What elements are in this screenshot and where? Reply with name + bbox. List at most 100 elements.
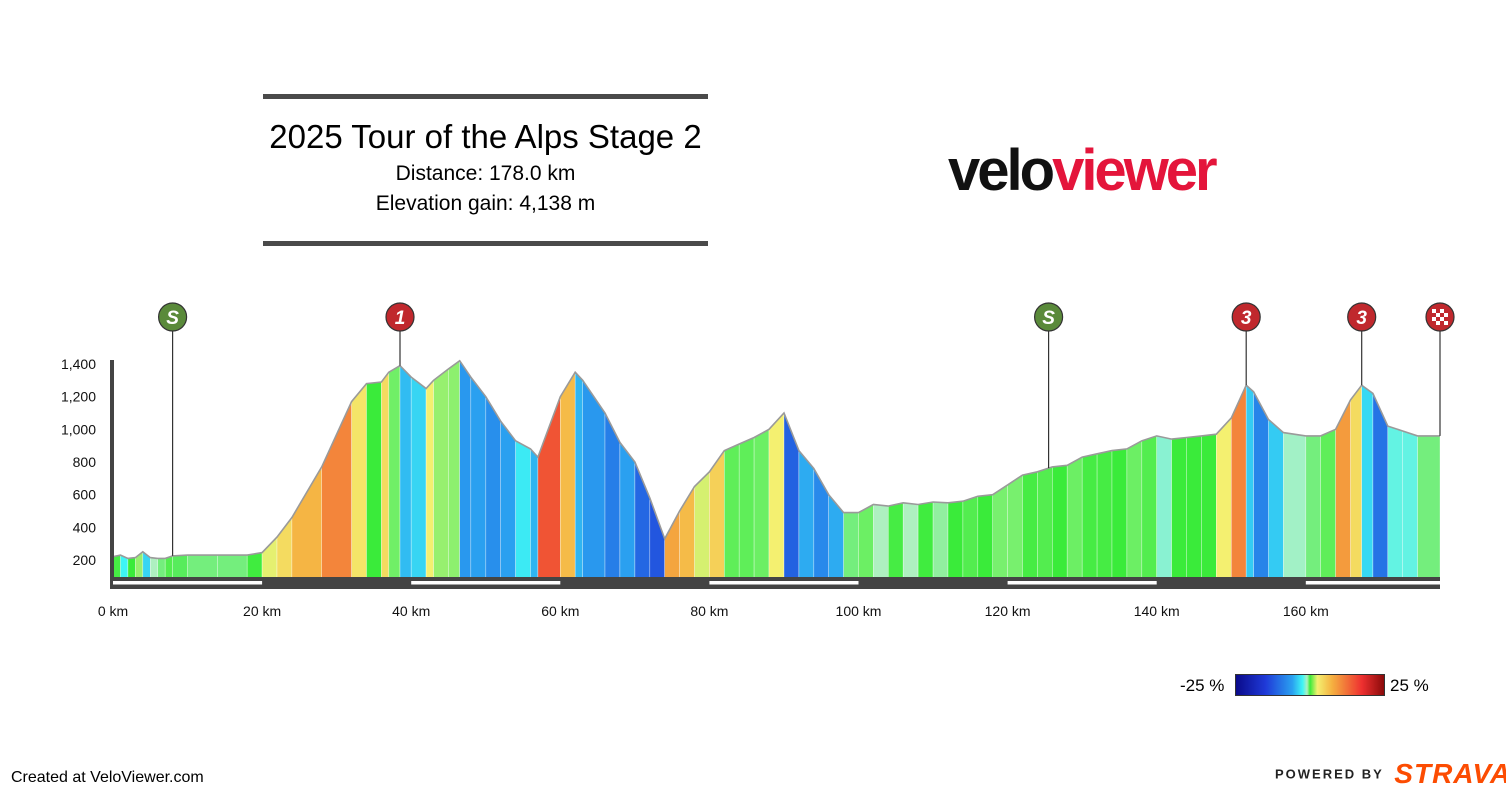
- profile-segment: [172, 554, 188, 579]
- distance-bar-stripe: [1305, 581, 1440, 585]
- profile-segment: [1081, 453, 1098, 579]
- profile-segment: [459, 359, 472, 579]
- profile-segment: [828, 493, 844, 579]
- profile-segment: [813, 467, 830, 579]
- sprint-marker: [1033, 302, 1064, 332]
- profile-segment: [388, 365, 401, 579]
- profile-segment: [399, 364, 412, 579]
- profile-segment: [425, 379, 434, 579]
- distance-bar-stripe: [709, 581, 859, 585]
- title-rule-top: [263, 94, 708, 99]
- x-tick-label: 120 km: [985, 603, 1031, 619]
- legend-min-label: -25 %: [1180, 676, 1225, 695]
- profile-segment: [843, 512, 859, 579]
- profile-segment: [1156, 435, 1172, 579]
- profile-segment: [150, 557, 158, 579]
- profile-segment: [902, 502, 919, 579]
- marker-label: S: [166, 308, 179, 329]
- profile-segment: [164, 555, 173, 579]
- marker-label: 3: [1356, 308, 1367, 329]
- x-tick-label: 40 km: [392, 603, 430, 619]
- profile-segment: [112, 554, 121, 579]
- profile-segment: [1216, 417, 1232, 579]
- profile-segment: [649, 497, 666, 579]
- profile-segment: [1268, 418, 1284, 579]
- profile-segment: [1305, 435, 1321, 579]
- profile-segment: [947, 500, 964, 579]
- profile-segment: [932, 501, 949, 579]
- profile-segment: [753, 428, 770, 579]
- finish-flag-square: [1436, 321, 1440, 325]
- kom-marker: [1347, 302, 1377, 332]
- elevation-profile-chart: 200 400 600 800 1,000 1,200 1,400 0 km 20 km 40 k…: [61, 302, 1455, 619]
- finish-flag-square: [1444, 313, 1448, 317]
- marker-label: S: [1042, 308, 1055, 329]
- marker-label: 3: [1241, 308, 1252, 329]
- strava-badge: POWERED BY STRAVA: [1275, 758, 1506, 790]
- stage-title: 2025 Tour of the Alps Stage 2: [269, 118, 702, 155]
- profile-segment: [723, 443, 740, 579]
- title-block: 2025 Tour of the Alps Stage 2 Distance: …: [263, 94, 708, 248]
- legend-max-label: 25 %: [1390, 676, 1429, 695]
- x-tick-label: 100 km: [836, 603, 882, 619]
- created-at-text: Created at VeloViewer.com: [11, 769, 204, 786]
- profile-segment: [127, 557, 136, 579]
- distance-bar-stripe: [1007, 581, 1157, 585]
- finish-flag-square: [1444, 321, 1448, 325]
- profile-segment: [1007, 474, 1023, 579]
- profile-segment: [1417, 435, 1441, 579]
- x-tick-label: 80 km: [690, 603, 728, 619]
- profile-segment: [738, 437, 755, 579]
- profile-segment: [574, 371, 584, 579]
- profile-segment: [321, 401, 352, 579]
- profile-segment: [515, 440, 531, 579]
- profile-segment: [1037, 466, 1053, 579]
- marker-label: 1: [395, 308, 406, 329]
- profile-segment: [470, 376, 487, 579]
- profile-segment: [1171, 437, 1187, 579]
- finish-flag-square: [1440, 309, 1444, 313]
- profile-segment: [992, 484, 1008, 579]
- distance-bar-stripe: [411, 581, 561, 585]
- profile-outline: [112, 359, 1440, 560]
- profile-segment: [1320, 428, 1336, 579]
- profile-segment: [887, 502, 904, 579]
- profile-segment: [559, 371, 576, 579]
- profile-segment: [537, 396, 561, 579]
- profile-segment: [1022, 471, 1038, 579]
- y-tick-label: 600: [73, 487, 97, 503]
- sprint-marker: [158, 302, 188, 332]
- profile-segment: [485, 395, 502, 579]
- profile-segment: [1350, 384, 1362, 579]
- profile-segment: [261, 536, 278, 579]
- x-tick-label: 160 km: [1283, 603, 1329, 619]
- y-tick-label: 1,000: [61, 421, 96, 437]
- profile-segment: [798, 449, 815, 579]
- profile-segment: [582, 379, 606, 579]
- powered-by-text: POWERED BY: [1275, 766, 1384, 782]
- profile-segment: [694, 471, 710, 579]
- profile-segment: [1052, 464, 1068, 579]
- finish-flag-square: [1432, 317, 1436, 321]
- profile-segment: [433, 368, 449, 579]
- x-tick-label: 60 km: [541, 603, 579, 619]
- finish-flag-square: [1432, 309, 1436, 313]
- profile-segment: [1096, 450, 1113, 579]
- profile-segment: [664, 510, 680, 579]
- profile-segment: [917, 501, 934, 579]
- profile-segment: [1066, 456, 1083, 579]
- profile-segment: [448, 360, 461, 579]
- y-tick-label: 200: [73, 552, 97, 568]
- profile-segment: [1201, 433, 1217, 579]
- kom-marker: [1231, 302, 1261, 332]
- strava-logo: STRAVA: [1394, 758, 1506, 789]
- distance-bar-stripe: [113, 581, 263, 585]
- finish-flag-square: [1436, 313, 1440, 317]
- profile-segment: [858, 503, 874, 579]
- profile-segment: [1283, 432, 1307, 579]
- stage-distance: Distance: 178.0 km: [395, 162, 576, 185]
- legend-gradient-bar: [1235, 674, 1385, 696]
- profile-segment: [366, 381, 382, 579]
- profile-segment: [157, 558, 166, 579]
- profile-segment: [351, 382, 367, 579]
